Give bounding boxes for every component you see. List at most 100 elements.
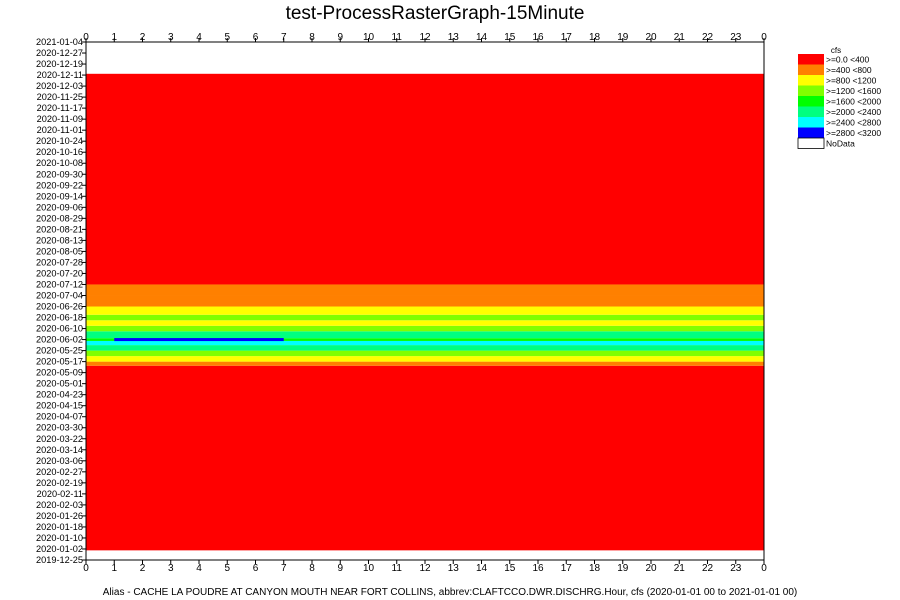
legend-label: NoData: [826, 139, 855, 149]
x-axis-top: 0 1 2 3 4 5 6 7 8 9 10 11 12 13 14 15 16 17 18 19 20 21 22 23 0: [83, 32, 767, 43]
y-tick-label: 2020-07-04: [36, 290, 83, 300]
x-tick-label: 0: [761, 32, 767, 43]
x-tick-label: 6: [253, 32, 259, 43]
y-tick-label: 2020-12-19: [36, 59, 83, 69]
raster-band: [86, 284, 764, 296]
x-tick-label: 0: [83, 563, 89, 574]
y-tick-label: 2020-11-17: [37, 103, 83, 113]
x-tick-label: 15: [504, 563, 516, 574]
x-tick-label: 3: [168, 563, 174, 574]
x-tick-label: 11: [392, 563, 403, 574]
y-tick-label: 2020-07-20: [36, 268, 83, 278]
y-tick-label: 2020-01-18: [36, 522, 83, 532]
y-tick-label: 2020-01-02: [36, 544, 83, 554]
legend-label: >=0.0 <400: [826, 55, 870, 65]
raster-band: [86, 295, 764, 307]
y-tick-label: 2020-02-19: [36, 478, 83, 488]
y-tick-label: 2020-07-12: [36, 279, 83, 289]
raster-band: [86, 350, 764, 357]
x-tick-label: 18: [589, 563, 601, 574]
x-tick-label: 7: [281, 563, 287, 574]
y-axis: 2021-01-042020-12-272020-12-192020-12-11…: [36, 37, 86, 565]
x-tick-label: 5: [224, 32, 230, 43]
x-tick-label: 1: [111, 32, 117, 43]
x-tick-label: 3: [168, 32, 174, 43]
y-tick-label: 2020-09-14: [36, 191, 83, 201]
y-tick-label: 2020-07-28: [36, 257, 83, 267]
y-tick-label: 2020-02-03: [36, 500, 83, 510]
x-tick-label: 18: [589, 32, 601, 43]
legend-title: cfs: [831, 46, 841, 55]
y-tick-label: 2020-05-01: [36, 379, 83, 389]
legend-label: >=400 <800: [826, 65, 872, 75]
x-tick-label: 13: [448, 563, 460, 574]
legend-swatch: [798, 127, 824, 138]
legend-swatch: [797, 137, 825, 149]
x-tick-label: 22: [702, 32, 714, 43]
y-tick-label: 2020-06-18: [36, 313, 83, 323]
x-tick-label: 14: [476, 32, 488, 43]
x-tick-label: 2: [140, 563, 146, 574]
y-tick-label: 2020-09-06: [36, 202, 83, 212]
x-tick-label: 4: [196, 563, 202, 574]
y-tick-label: 2020-10-16: [36, 147, 83, 157]
x-tick-label: 8: [309, 32, 315, 43]
y-tick-label: 2020-10-24: [36, 136, 83, 146]
y-tick-label: 2020-10-08: [36, 158, 83, 168]
plot-area: [85, 41, 765, 561]
y-tick-label: 2020-11-25: [37, 92, 83, 102]
legend-swatch: [798, 64, 824, 75]
y-tick-label: 2020-04-15: [36, 401, 83, 411]
x-tick-label: 20: [645, 563, 657, 574]
raster-band: [86, 365, 764, 551]
y-tick-label: 2020-02-27: [36, 467, 83, 477]
legend-label: >=2800 <3200: [826, 128, 881, 138]
legend-label: >=1600 <2000: [826, 97, 881, 107]
x-tick-label: 0: [83, 32, 89, 43]
x-tick-label: 19: [617, 32, 629, 43]
x-tick-label: 10: [363, 32, 375, 43]
y-tick-label: 2020-08-21: [36, 224, 83, 234]
raster-band: [86, 340, 764, 346]
y-tick-label: 2020-03-06: [36, 456, 83, 466]
x-tick-label: 16: [532, 563, 544, 574]
x-tick-label: 13: [448, 32, 460, 43]
y-tick-label: 2020-11-01: [37, 125, 83, 135]
x-tick-label: 4: [196, 32, 202, 43]
raster-band: [86, 331, 764, 339]
y-tick-label: 2020-04-23: [36, 390, 83, 400]
x-tick-label: 9: [337, 32, 343, 43]
y-tick-label: 2020-06-26: [36, 302, 83, 312]
y-tick-label: 2020-09-30: [36, 169, 83, 179]
raster-band: [86, 46, 764, 74]
y-tick-label: 2021-01-04: [36, 37, 83, 47]
y-tick-label: 2020-05-25: [36, 346, 83, 356]
y-tick-label: 2020-03-30: [36, 423, 83, 433]
x-tick-label: 12: [419, 563, 431, 574]
y-tick-label: 2020-12-11: [37, 70, 83, 80]
legend-swatch: [798, 117, 824, 128]
raster-band: [86, 306, 764, 315]
y-tick-label: 2020-09-22: [36, 180, 83, 190]
raster-band: [86, 338, 764, 341]
x-tick-label: 16: [532, 32, 544, 43]
raster-band: [86, 325, 764, 332]
legend-label: >=2400 <2800: [826, 118, 881, 128]
raster-streak: [114, 338, 284, 342]
legend-label: >=2000 <2400: [826, 107, 881, 117]
x-tick-label: 12: [419, 32, 431, 43]
legend-swatch: [798, 54, 824, 65]
x-tick-label: 23: [730, 563, 742, 574]
y-tick-label: 2020-11-09: [37, 114, 83, 124]
y-tick-label: 2020-01-10: [36, 533, 83, 543]
x-tick-label: 21: [674, 563, 686, 574]
raster-band: [86, 345, 764, 351]
y-tick-label: 2019-12-25: [36, 555, 83, 565]
x-tick-label: 11: [392, 32, 403, 43]
y-tick-label: 2020-12-03: [36, 81, 83, 91]
y-tick-label: 2020-06-10: [36, 324, 83, 334]
legend: cfs>=0.0 <400>=400 <800>=800 <1200>=1200…: [797, 46, 881, 149]
x-tick-label: 0: [761, 563, 767, 574]
y-tick-label: 2020-05-17: [36, 357, 83, 367]
